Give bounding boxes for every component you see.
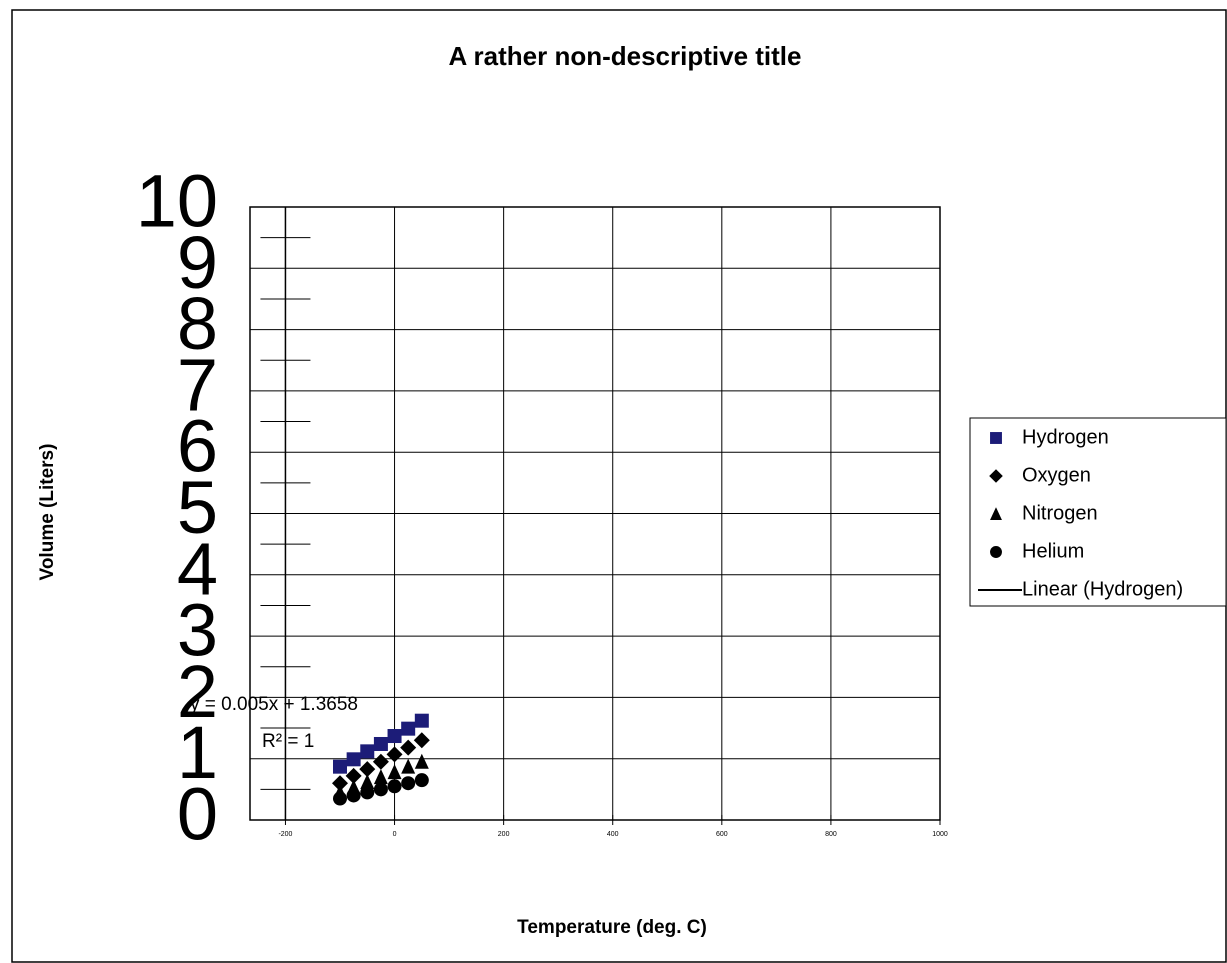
chart-title: A rather non-descriptive title	[449, 41, 802, 71]
point	[373, 736, 388, 751]
y-tick-label: 7	[177, 343, 218, 426]
legend-marker	[990, 507, 1002, 520]
point	[360, 773, 375, 789]
point	[413, 732, 430, 749]
x-tick-label: 200	[498, 831, 510, 838]
legend-marker	[990, 546, 1002, 558]
point	[401, 776, 416, 791]
legend-label: Linear (Hydrogen)	[1022, 578, 1183, 600]
point	[414, 713, 429, 728]
annotation: R² = 1	[262, 731, 314, 752]
x-axis-label: Temperature (deg. C)	[517, 917, 707, 938]
y-tick-label: 3	[177, 589, 218, 672]
point	[401, 758, 416, 774]
point	[401, 721, 416, 736]
point	[346, 788, 361, 803]
point	[373, 782, 388, 797]
point	[387, 764, 402, 780]
x-tick-label: 800	[825, 831, 837, 838]
point	[360, 744, 375, 759]
point	[400, 739, 417, 756]
point	[345, 767, 362, 784]
point	[360, 785, 375, 800]
point	[387, 779, 402, 794]
x-tick-label: 1000	[932, 831, 948, 838]
x-tick-label: 0	[393, 831, 397, 838]
y-tick-label: 4	[177, 527, 218, 610]
y-axis-label: Volume (Liters)	[37, 444, 58, 581]
point	[372, 753, 389, 770]
point	[333, 791, 347, 806]
point	[414, 773, 429, 788]
point	[387, 729, 402, 744]
y-tick-label: 1	[177, 711, 218, 794]
point	[414, 753, 429, 769]
legend-label: Oxygen	[1022, 464, 1091, 486]
y-tick-label: 9	[177, 221, 218, 304]
y-tick-label: 2	[177, 650, 218, 733]
x-tick-label: 600	[716, 831, 728, 838]
y-tick-label: 5	[177, 466, 218, 549]
point	[359, 761, 376, 778]
x-tick-label: 400	[607, 831, 619, 838]
x-tick-label: -200	[278, 831, 292, 838]
point	[333, 759, 347, 774]
y-tick-label: 8	[177, 282, 218, 365]
y-tick-label: 10	[136, 160, 218, 243]
point	[346, 752, 361, 767]
annotation: y = 0.005x + 1.3658	[190, 694, 358, 715]
point	[373, 769, 388, 785]
legend-marker	[990, 432, 1002, 444]
y-tick-label: 6	[177, 405, 218, 488]
y-tick-label: 0	[177, 773, 218, 856]
legend-label: Nitrogen	[1022, 502, 1098, 524]
point	[386, 746, 403, 763]
legend-label: Helium	[1022, 540, 1084, 562]
point	[332, 775, 348, 792]
legend-box	[969, 417, 1227, 607]
legend-label: Hydrogen	[1022, 426, 1109, 448]
